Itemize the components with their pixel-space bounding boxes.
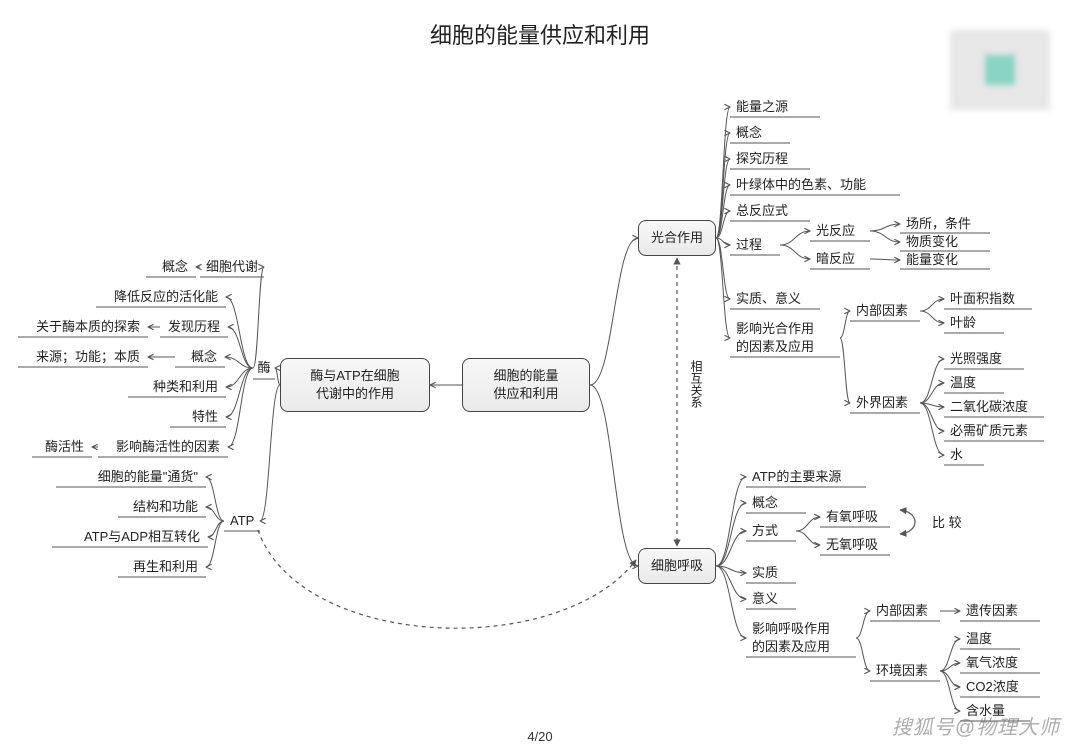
watermark: 搜狐号@物理大师: [892, 711, 1060, 740]
node-r5: 意义: [746, 590, 796, 608]
node-p5: 总反应式: [730, 202, 810, 220]
node-eL1a: 概念: [146, 258, 196, 276]
node-eL2: 降低反应的活化能: [96, 288, 226, 306]
diagram-stage: 细胞的能量供应和利用 细胞的能量 供应和利用酶与ATP在细胞 代谢中的作用 光合作…: [0, 0, 1080, 754]
node-p8a: 内部因素: [850, 302, 920, 320]
node-p6r3: 能量变化: [900, 252, 990, 268]
node-aL1: 细胞的能量"通货": [56, 468, 206, 486]
node-resp: 细胞呼吸: [638, 548, 716, 584]
node-r3: 方式: [746, 522, 796, 540]
node-r2: 概念: [746, 494, 806, 512]
node-p3: 探究历程: [730, 150, 810, 168]
compare-label: 比 较: [926, 514, 976, 532]
node-r6a1: 遗传因素: [960, 602, 1040, 620]
node-r4: 实质: [746, 564, 796, 582]
node-p1: 能量之源: [730, 98, 820, 116]
node-photo: 光合作用: [638, 220, 716, 256]
node-p7: 实质、意义: [730, 290, 820, 308]
node-p8a2: 叶龄: [944, 314, 1004, 332]
node-eL3a: 关于酶本质的探索: [18, 318, 148, 336]
node-p8b: 外界因素: [850, 394, 920, 412]
node-p8a1: 叶面积指数: [944, 290, 1032, 308]
node-p4: 叶绿体中的色素、功能: [730, 176, 900, 194]
node-eL4a: 来源；功能；本质: [18, 348, 148, 366]
node-center: 细胞的能量 供应和利用: [462, 358, 590, 412]
node-r3b: 无氧呼吸: [820, 536, 890, 554]
node-p8b5: 水: [944, 446, 984, 464]
node-eL6: 特性: [170, 408, 226, 426]
node-eL4b: 概念: [175, 348, 225, 366]
node-eL5: 种类和利用: [128, 378, 226, 396]
node-r6b2: 氧气浓度: [960, 654, 1040, 672]
node-aL3: ATP与ADP相互转化: [52, 528, 208, 546]
node-p6r2: 物质变化: [900, 234, 990, 250]
node-r6b: 环境因素: [870, 662, 940, 680]
node-p6b: 暗反应: [810, 250, 870, 268]
node-p6a: 光反应: [810, 222, 870, 240]
node-eL3b: 发现历程: [160, 318, 228, 336]
node-leftMain: 酶与ATP在细胞 代谢中的作用: [280, 358, 430, 412]
node-p8b1: 光照强度: [944, 350, 1024, 368]
node-r1: ATP的主要来源: [746, 468, 866, 486]
node-r3a: 有氧呼吸: [820, 508, 890, 526]
node-r6b1: 温度: [960, 630, 1020, 648]
node-r6: 影响呼吸作用 的因素及应用: [746, 620, 856, 656]
page-title: 细胞的能量供应和利用: [0, 18, 1080, 50]
corner-thumbnail: [950, 30, 1050, 110]
node-p2: 概念: [730, 124, 790, 142]
node-aL2: 结构和功能: [118, 498, 206, 516]
node-r6a: 内部因素: [870, 602, 940, 620]
node-eL1b: 细胞代谢: [200, 258, 264, 276]
node-p6: 过程: [730, 236, 780, 254]
node-r6b3: CO2浓度: [960, 678, 1040, 696]
node-p8b4: 必需矿质元素: [944, 422, 1044, 440]
node-p6r1: 场所，条件: [900, 216, 990, 232]
interrelation-label: 相互关系: [688, 360, 705, 408]
node-enzLabel: 酶: [253, 358, 275, 378]
node-atpLabel: ATP: [224, 512, 260, 530]
node-p8b2: 温度: [944, 374, 1004, 392]
node-p8b3: 二氧化碳浓度: [944, 398, 1044, 416]
node-eL7b: 影响酶活性的因素: [98, 438, 228, 456]
node-aL4: 再生和利用: [118, 558, 206, 576]
node-p8: 影响光合作用 的因素及应用: [730, 320, 840, 356]
node-eL7a: 酶活性: [32, 438, 92, 456]
